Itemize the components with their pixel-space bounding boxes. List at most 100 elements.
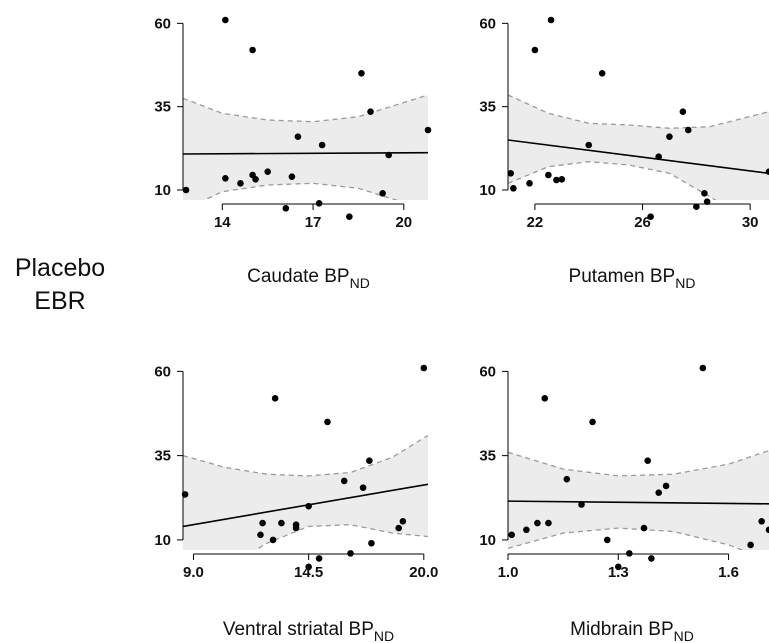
x-axis-label-main: Caudate BP: [247, 266, 349, 287]
data-point: [318, 141, 326, 149]
data-point: [699, 364, 707, 372]
x-axis-label-subscript: ND: [374, 628, 394, 643]
ci-lower-line: [202, 182, 399, 200]
data-point: [420, 364, 428, 372]
data-point: [346, 213, 353, 220]
data-point: [324, 418, 331, 426]
data-point: [553, 176, 560, 184]
plot-area: [508, 449, 769, 550]
data-point: [765, 168, 769, 175]
x-axis-label-subscript: ND: [350, 275, 370, 291]
data-point: [264, 168, 271, 175]
data-point: [347, 550, 354, 557]
ci-upper-line: [508, 94, 769, 129]
regression-line: [508, 139, 769, 175]
y-label-line1: Placebo: [15, 254, 105, 282]
data-point: [366, 457, 373, 464]
x-tick-label: 14.5: [294, 564, 323, 581]
x-tick-label: 1.6: [718, 564, 739, 581]
data-point: [684, 126, 692, 134]
data-point: [547, 16, 555, 24]
y-tick-label: 60: [154, 15, 171, 32]
data-point: [510, 185, 517, 192]
x-tick-label: 14: [214, 214, 231, 231]
data-point: [589, 418, 596, 426]
plot-area: [508, 94, 769, 200]
data-point: [305, 502, 312, 510]
data-point: [640, 524, 648, 532]
data-point: [693, 203, 700, 210]
data-point: [359, 484, 367, 491]
data-point: [222, 16, 229, 24]
data-point: [765, 526, 769, 534]
data-point: [222, 175, 229, 182]
y-tick-label: 10: [154, 532, 171, 549]
x-axis-label: Midbrain BPND: [570, 619, 694, 643]
x-tick-label: 20.0: [409, 564, 438, 581]
y-tick-label: 10: [479, 182, 496, 199]
y-tick-label: 35: [479, 99, 496, 116]
data-point: [368, 539, 375, 547]
ci-lower-line: [254, 524, 428, 550]
y-tick-label: 60: [479, 15, 496, 32]
plot-area: [183, 94, 428, 200]
data-point: [578, 501, 585, 508]
data-point: [252, 176, 259, 183]
x-axis-label-subscript: ND: [674, 628, 694, 643]
data-point: [305, 563, 312, 571]
y-tick-label: 35: [154, 448, 171, 465]
data-point: [541, 395, 549, 402]
data-point: [701, 190, 708, 197]
data-point: [269, 536, 277, 544]
data-point: [585, 141, 593, 149]
data-point: [315, 555, 323, 562]
scatter-panel-4: 10 35 60 1.0 1.3 1.6 Midbrain BPND: [479, 363, 769, 643]
x-axis-label: Putamen BPND: [569, 266, 696, 291]
data-point: [379, 190, 386, 197]
data-point: [758, 518, 765, 525]
data-point: [237, 180, 244, 187]
confidence-band: [508, 95, 769, 200]
scatter-panel-1: 10 35 60 14 17 20 Caudate BPND: [154, 15, 432, 291]
data-point: [424, 126, 432, 134]
data-point: [340, 477, 348, 485]
data-point: [271, 395, 279, 402]
data-point: [182, 186, 190, 194]
y-axis-label: Placebo EBR: [15, 254, 105, 315]
confidence-band: [183, 95, 428, 200]
data-point: [648, 555, 655, 562]
y-label-line2: EBR: [34, 287, 85, 315]
data-point: [563, 475, 571, 483]
data-point: [662, 482, 670, 490]
data-point: [294, 133, 302, 140]
x-tick-label: 1.0: [498, 564, 519, 581]
x-axis-label-main: Putamen BP: [569, 266, 676, 287]
data-point: [534, 519, 541, 527]
data-point: [249, 46, 256, 54]
x-axis-label: Caudate BPND: [247, 266, 370, 291]
regression-line: [508, 500, 769, 505]
data-point: [655, 153, 662, 160]
data-point: [508, 531, 515, 539]
y-tick-label: 60: [479, 363, 496, 380]
data-point: [647, 213, 654, 220]
x-tick-label: 9.0: [183, 564, 204, 581]
y-tick-label: 35: [154, 99, 171, 116]
data-point: [395, 524, 402, 532]
data-point: [385, 151, 392, 159]
data-point: [282, 205, 290, 212]
confidence-band: [183, 435, 428, 550]
data-point: [545, 171, 552, 179]
data-point: [288, 173, 296, 180]
y-tick-label: 10: [154, 182, 171, 199]
x-axis-label: Ventral striatal BPND: [223, 619, 394, 643]
x-tick-label: 30: [742, 214, 759, 231]
ci-upper-line: [508, 449, 769, 477]
confidence-band: [508, 450, 769, 550]
data-point: [259, 519, 266, 527]
data-point: [644, 457, 651, 464]
x-tick-label: 1.3: [608, 564, 629, 581]
data-point: [531, 46, 539, 54]
data-point: [523, 526, 530, 534]
